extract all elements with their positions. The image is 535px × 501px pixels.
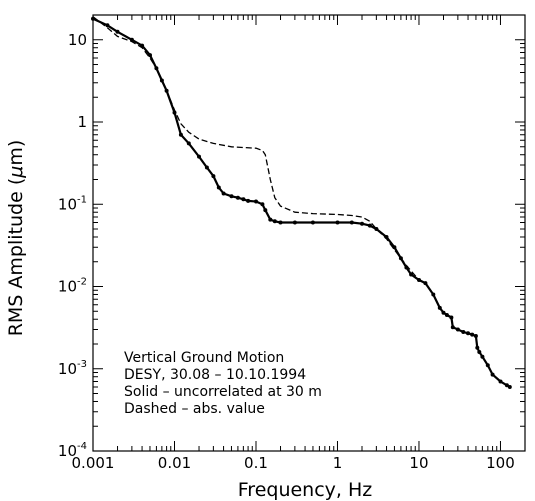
- series-solid-point: [437, 305, 442, 310]
- series-solid-point: [335, 220, 340, 225]
- tick-labels: 0.001 0.01 0.1 1 10 100 10 1 10-1 10-2 10-3 10-4: [58, 31, 515, 472]
- series-solid-point: [148, 53, 152, 58]
- series-solid-point: [461, 330, 466, 334]
- series-solid-point: [470, 332, 475, 337]
- series-solid-point: [449, 315, 454, 320]
- series-solid-point: [450, 325, 455, 330]
- series-solid-point: [115, 29, 120, 34]
- series-solid-point: [367, 223, 372, 228]
- series-solid-point: [260, 202, 265, 207]
- series-solid-point: [211, 174, 216, 179]
- series-solid-point: [197, 154, 201, 159]
- series-solid-point: [455, 327, 460, 332]
- plot-frame: [92, 14, 526, 452]
- series-solid-point: [278, 220, 283, 225]
- annotation-line-4: Dashed – abs. value: [124, 401, 265, 417]
- series-solid-point: [431, 292, 436, 297]
- series-solid-point: [241, 197, 246, 202]
- series-solid-point: [216, 185, 221, 190]
- y-tick-label: 10-2: [58, 277, 87, 296]
- series-solid-point: [204, 165, 209, 170]
- series-solid-point: [423, 281, 428, 286]
- series-solid-point: [349, 220, 354, 225]
- series-solid-point: [186, 141, 191, 146]
- series-solid-point: [221, 191, 226, 196]
- annotation-block: Vertical Ground Motion DESY, 30.08 – 10.…: [124, 350, 322, 417]
- series-solid-point: [229, 194, 234, 199]
- series-solid-line: [92, 17, 511, 388]
- x-axis-title: Frequency, Hz: [238, 479, 373, 501]
- y-tick-label: 10-3: [58, 359, 87, 378]
- series-solid-point: [477, 350, 482, 354]
- y-axis-title: RMS Amplitude (μm): [5, 140, 27, 337]
- series-solid-point: [360, 221, 364, 226]
- series-solid-point: [263, 208, 268, 213]
- series-solid-point: [310, 220, 315, 225]
- x-tick-label: 10: [409, 454, 428, 472]
- series-layer: [91, 16, 512, 389]
- y-tick-label: 10-4: [58, 441, 87, 460]
- series-solid-point: [485, 363, 490, 368]
- series-solid-point: [507, 385, 512, 389]
- series-solid-point: [473, 334, 478, 338]
- series-solid-point: [235, 195, 240, 200]
- series-solid-point: [178, 132, 183, 137]
- series-solid-point: [268, 217, 273, 222]
- y-tick-label: 10-1: [58, 194, 87, 213]
- series-solid-point: [272, 219, 277, 224]
- series-solid-point: [498, 379, 503, 384]
- annotation-line-3: Solid – uncorrelated at 30 m: [124, 384, 322, 400]
- series-solid-point: [475, 345, 480, 350]
- series-solid-point: [246, 198, 251, 203]
- axis-ticks: [92, 14, 526, 452]
- series-solid-point: [441, 310, 446, 315]
- series-solid-point: [292, 220, 297, 225]
- series-solid-point: [392, 245, 397, 250]
- x-tick-label: 1: [333, 454, 343, 472]
- series-solid-point: [105, 23, 110, 28]
- series-solid-point: [444, 313, 449, 317]
- annotation-line-1: Vertical Ground Motion: [124, 350, 284, 366]
- series-solid-point: [409, 272, 414, 277]
- series-dashed-line: [92, 16, 420, 281]
- y-tick-label: 1: [77, 113, 87, 131]
- series-solid-point: [504, 383, 509, 388]
- series-solid-point: [466, 331, 470, 336]
- y-tick-label: 10: [68, 31, 87, 49]
- series-solid-point: [490, 372, 495, 377]
- x-tick-label: 0.1: [244, 454, 268, 472]
- series-solid-point: [254, 199, 258, 204]
- x-tick-label: 0.001: [72, 454, 115, 472]
- annotation-line-2: DESY, 30.08 – 10.10.1994: [124, 367, 306, 383]
- x-tick-label: 100: [486, 454, 515, 472]
- series-solid-point: [480, 354, 485, 359]
- x-tick-label: 0.01: [158, 454, 191, 472]
